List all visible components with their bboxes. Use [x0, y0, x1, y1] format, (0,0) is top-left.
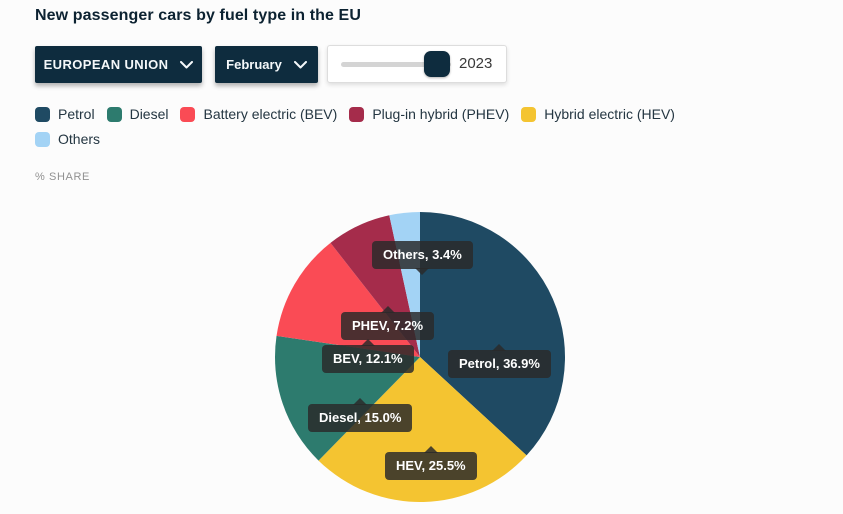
chevron-down-icon [293, 61, 307, 69]
region-dropdown[interactable]: EUROPEAN UNION [35, 46, 202, 83]
legend-swatch [349, 106, 365, 122]
chevron-down-icon [180, 61, 194, 69]
legend-item-diesel[interactable]: Diesel [106, 106, 169, 122]
region-dropdown-label: EUROPEAN UNION [43, 57, 169, 72]
legend-label: Battery electric (BEV) [203, 106, 338, 122]
month-dropdown-label: February [226, 57, 282, 72]
legend-swatch [521, 106, 537, 122]
legend-item-others[interactable]: Others [35, 131, 100, 147]
callout-phev: PHEV, 7.2% [341, 306, 435, 340]
legend-swatch [35, 131, 50, 147]
legend-label: Petrol [58, 106, 95, 122]
legend-item-hev[interactable]: Hybrid electric (HEV) [521, 106, 675, 122]
legend-swatch [180, 106, 196, 122]
year-slider-track[interactable] [341, 62, 451, 67]
callout-hev: HEV, 25.5% [385, 446, 477, 480]
year-slider: 2023 [327, 45, 507, 83]
legend-label: Plug-in hybrid (PHEV) [372, 106, 510, 122]
page-title: New passenger cars by fuel type in the E… [35, 7, 361, 24]
year-slider-value: 2023 [459, 55, 493, 72]
year-slider-thumb[interactable] [424, 51, 450, 77]
legend-item-phev[interactable]: Plug-in hybrid (PHEV) [349, 106, 509, 122]
legend-label: Diesel [129, 106, 169, 122]
month-dropdown[interactable]: February [215, 46, 318, 83]
pie-slice-petrol[interactable] [420, 212, 566, 456]
callout-bev: BEV, 12.1% [322, 339, 414, 373]
legend-label: Hybrid electric (HEV) [544, 106, 675, 122]
callout-others: Others, 3.4% [372, 241, 473, 275]
legend-swatch [106, 106, 122, 122]
callout-petrol: Petrol, 36.9% [448, 344, 551, 378]
legend-item-petrol[interactable]: Petrol [35, 106, 95, 122]
legend-item-bev[interactable]: Battery electric (BEV) [180, 106, 337, 122]
legend-swatch [35, 106, 50, 122]
legend: Petrol Diesel Battery electric (BEV) Plug-i… [35, 106, 730, 147]
share-unit-label: % SHARE [35, 171, 90, 183]
legend-label: Others [58, 131, 101, 147]
callout-diesel: Diesel, 15.0% [308, 398, 413, 432]
